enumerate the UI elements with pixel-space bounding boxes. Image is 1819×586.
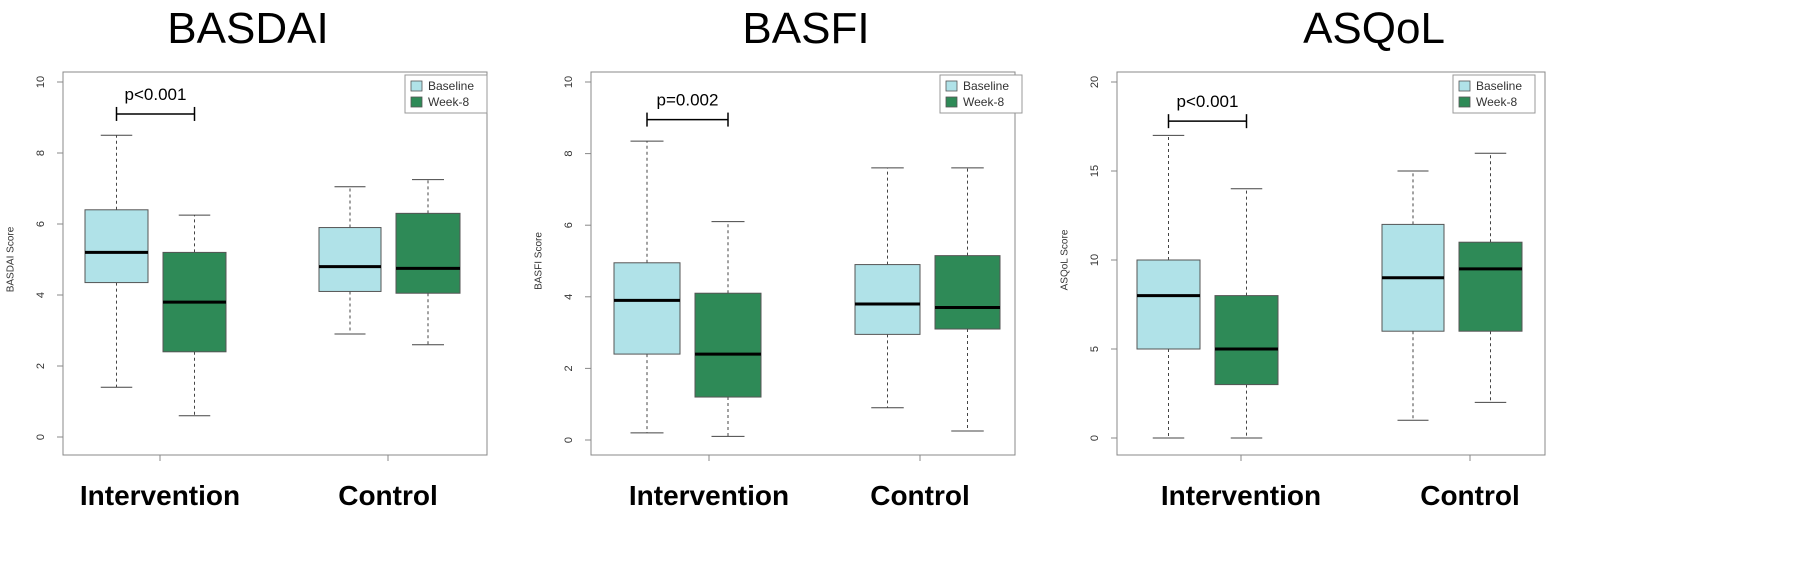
- y-tick-label: 0: [35, 434, 47, 440]
- legend-swatch: [945, 96, 958, 108]
- y-tick-label: 10: [1089, 254, 1101, 266]
- chart-title: BASDAI: [167, 4, 328, 53]
- legend-swatch: [945, 80, 958, 92]
- iqr-box: [395, 212, 461, 294]
- y-tick-label: 2: [35, 363, 47, 369]
- iqr-box: [854, 264, 921, 335]
- group-label-control: Control: [1420, 480, 1520, 511]
- significance-bracket: p=0.002: [646, 91, 729, 127]
- chart-panel-0: BASDAI 0 2 4 6 8 10 BASDAI Score Intervention Con…: [6, 4, 488, 511]
- iqr-box: [1214, 295, 1279, 386]
- y-tick-label: 10: [563, 76, 575, 88]
- group-label-intervention: Intervention: [1161, 480, 1321, 511]
- iqr-box: [1458, 241, 1523, 332]
- legend-swatch: [1458, 96, 1471, 108]
- plot-frame: [62, 71, 488, 456]
- iqr-box: [613, 262, 681, 355]
- y-axis-label: ASQoL Score: [1060, 229, 1071, 290]
- legend-swatch: [1458, 80, 1471, 92]
- y-tick-label: 4: [563, 294, 575, 300]
- legend: Baseline Week-8: [404, 74, 488, 114]
- legend-entry-baseline: Baseline: [963, 79, 1009, 93]
- y-tick-label: 8: [35, 150, 47, 156]
- plot-frame: [590, 71, 1016, 456]
- legend-entry-week-8: Week-8: [963, 95, 1004, 109]
- significance-bracket: p<0.001: [115, 85, 196, 121]
- p-value-label: p=0.002: [657, 91, 719, 110]
- group-label-intervention: Intervention: [80, 480, 240, 511]
- box-week-8-control: [395, 179, 461, 346]
- iqr-box: [694, 292, 762, 398]
- y-tick-label: 6: [35, 221, 47, 227]
- y-tick-label: 8: [563, 151, 575, 157]
- y-tick-label: 20: [1089, 76, 1101, 88]
- iqr-box: [1136, 259, 1201, 350]
- box-week-8-control: [934, 167, 1001, 432]
- box-baseline-control: [854, 167, 921, 409]
- legend-swatch: [410, 96, 423, 108]
- box-baseline-control: [1381, 170, 1445, 421]
- legend-swatch: [410, 80, 423, 92]
- iqr-box: [84, 209, 149, 284]
- box-week-8-intervention: [1214, 188, 1279, 439]
- y-tick-label: 10: [35, 76, 47, 88]
- y-tick-label: 0: [563, 437, 575, 443]
- p-value-label: p<0.001: [125, 85, 187, 104]
- box-baseline-intervention: [613, 140, 681, 434]
- legend-entry-baseline: Baseline: [1476, 79, 1522, 93]
- box-week-8-intervention: [694, 221, 762, 437]
- significance-bracket: p<0.001: [1167, 92, 1248, 129]
- y-tick-label: 0: [1089, 435, 1101, 441]
- group-label-control: Control: [870, 480, 970, 511]
- legend: Baseline Week-8: [939, 74, 1023, 114]
- legend-entry-baseline: Baseline: [428, 79, 474, 93]
- box-baseline-intervention: [1136, 134, 1201, 439]
- group-label-control: Control: [338, 480, 438, 511]
- legend-entry-week-8: Week-8: [1476, 95, 1517, 109]
- iqr-box: [934, 255, 1001, 330]
- box-week-8-control: [1458, 152, 1523, 403]
- chart-title: ASQoL: [1303, 4, 1445, 53]
- iqr-box: [318, 227, 382, 292]
- box-baseline-control: [318, 186, 382, 335]
- y-tick-label: 6: [563, 222, 575, 228]
- y-tick-label: 15: [1089, 165, 1101, 177]
- chart-panel-2: ASQoL 0 5 10 15 20 ASQoL Score Intervention Cont…: [1060, 4, 1546, 511]
- chart-title: BASFI: [742, 4, 869, 53]
- p-value-label: p<0.001: [1177, 92, 1239, 111]
- box-baseline-intervention: [84, 134, 149, 388]
- plot-frame: [1116, 71, 1546, 456]
- y-axis-label: BASDAI Score: [6, 226, 17, 292]
- group-label-intervention: Intervention: [629, 480, 789, 511]
- legend-entry-week-8: Week-8: [428, 95, 469, 109]
- chart-panel-1: BASFI 0 2 4 6 8 10 BASFI Score Intervention Contr…: [534, 4, 1023, 511]
- y-axis-label: BASFI Score: [534, 232, 545, 290]
- legend: Baseline Week-8: [1452, 74, 1536, 114]
- y-tick-label: 5: [1089, 346, 1101, 352]
- box-week-8-intervention: [162, 214, 227, 417]
- y-tick-label: 4: [35, 292, 47, 298]
- y-tick-label: 2: [563, 365, 575, 371]
